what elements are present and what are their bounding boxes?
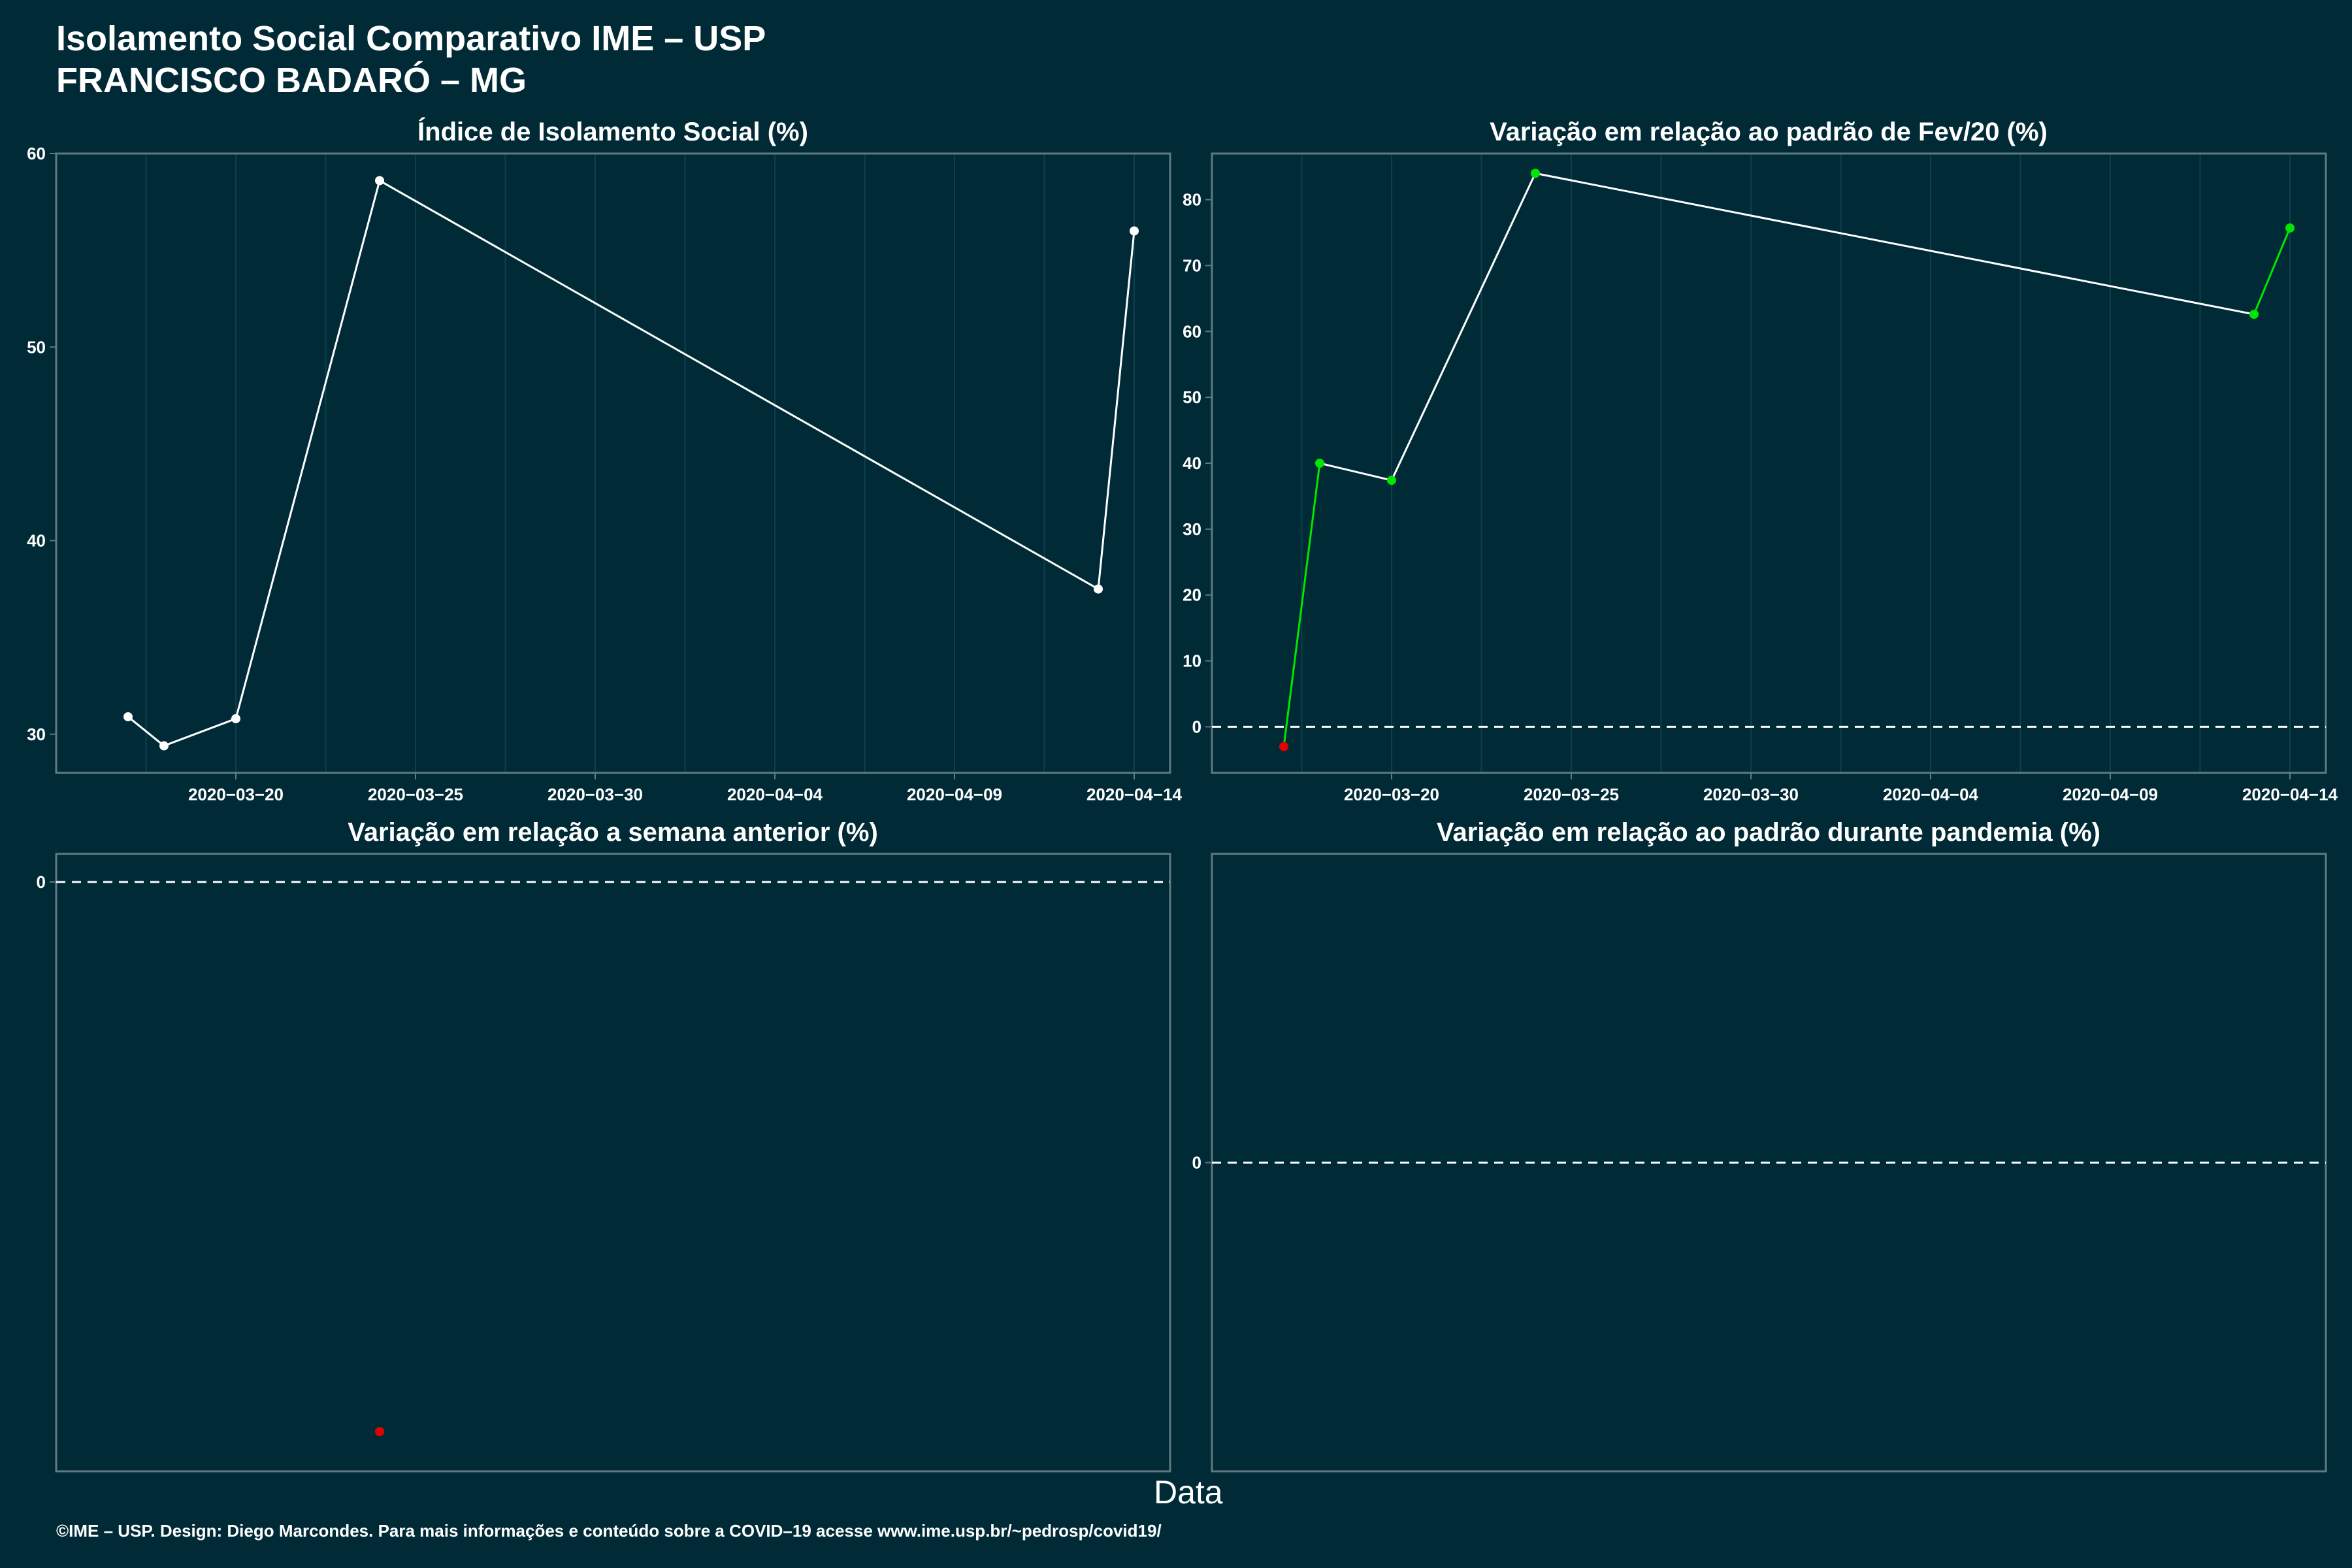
data-point [231,714,240,724]
chart-panel-4: Variação em relação ao padrão durante pa… [1192,818,2327,1473]
y-tick-label: 50 [27,337,46,357]
chart-panel-3: Variação em relação a semana anterior (%… [37,818,1171,1473]
series-line-segment [1535,172,2255,316]
data-point [2285,223,2295,233]
x-tick-label: 2020−04−04 [1883,785,1979,804]
panel-title: Índice de Isolamento Social (%) [417,117,808,146]
x-tick-label: 2020−04−04 [727,785,823,804]
series-line-segment [1319,462,1392,482]
x-axis-label: Data [1154,1474,1223,1511]
main-title-line-2: FRANCISCO BADARÓ – MG [56,61,527,100]
x-tick-label: 2020−03−25 [1524,785,1619,804]
series-line-segment [1097,231,1135,589]
y-tick-label: 60 [27,144,46,163]
chart-panel-1: Índice de Isolamento Social (%) 30 40 50 60 2… [27,117,1182,804]
series-line-segment [235,180,381,719]
main-title-line-1: Isolamento Social Comparativo IME – USP [56,19,766,58]
panel-title: Variação em relação ao padrão durante pa… [1437,818,2100,847]
x-tick-label: 2020−03−30 [1703,785,1799,804]
y-tick-label: 30 [27,725,46,744]
data-point [375,176,384,186]
x-tick-label: 2020−03−30 [547,785,643,804]
series-line-segment [379,180,1099,590]
x-tick-label: 2020−03−20 [188,785,284,804]
footer-credit: ©IME – USP. Design: Diego Marcondes. Par… [56,1521,1162,1541]
x-tick-label: 2020−04−14 [2242,785,2338,804]
y-tick-label: 0 [1192,717,1201,736]
y-tick-label: 80 [1183,190,1201,210]
panel-frame [1211,152,2327,774]
x-tick-label: 2020−04−09 [907,785,1002,804]
y-tick-label: 50 [1183,387,1201,407]
series-line-segment [1282,463,1321,747]
y-tick-label: 70 [1183,255,1201,275]
data-point [1531,169,1540,178]
panel-title: Variação em relação ao padrão de Fev/20 … [1490,118,2048,146]
y-tick-label: 10 [1183,651,1201,671]
panel-frame [55,853,1171,1473]
data-point [1279,742,1288,751]
data-point [1387,476,1396,485]
y-tick-label: 0 [37,872,46,892]
y-tick-label: 20 [1183,585,1201,605]
chart-panel-2: Variação em relação ao padrão de Fev/20 … [1183,118,2338,804]
y-tick-label: 40 [27,531,46,551]
data-point [159,741,169,751]
series-line-segment [1390,172,1537,481]
y-tick-label: 60 [1183,321,1201,341]
series-line-segment [127,715,165,747]
series-line-segment [163,717,237,747]
panel-frame [55,152,1171,774]
x-tick-label: 2020−03−20 [1344,785,1439,804]
x-tick-label: 2020−04−14 [1086,785,1183,804]
panel-title: Variação em relação a semana anterior (%… [348,818,878,847]
data-point [1094,584,1103,594]
x-tick-label: 2020−03−25 [368,785,463,804]
x-tick-label: 2020−04−09 [2063,785,2158,804]
data-point [2249,310,2259,319]
data-point [375,1427,384,1437]
data-point [1315,459,1324,468]
data-point [123,712,133,722]
y-tick-label: 30 [1183,519,1201,539]
series-line-segment [2253,227,2291,315]
y-tick-label: 40 [1183,453,1201,473]
y-tick-label: 0 [1192,1153,1201,1173]
data-point [1130,226,1139,236]
